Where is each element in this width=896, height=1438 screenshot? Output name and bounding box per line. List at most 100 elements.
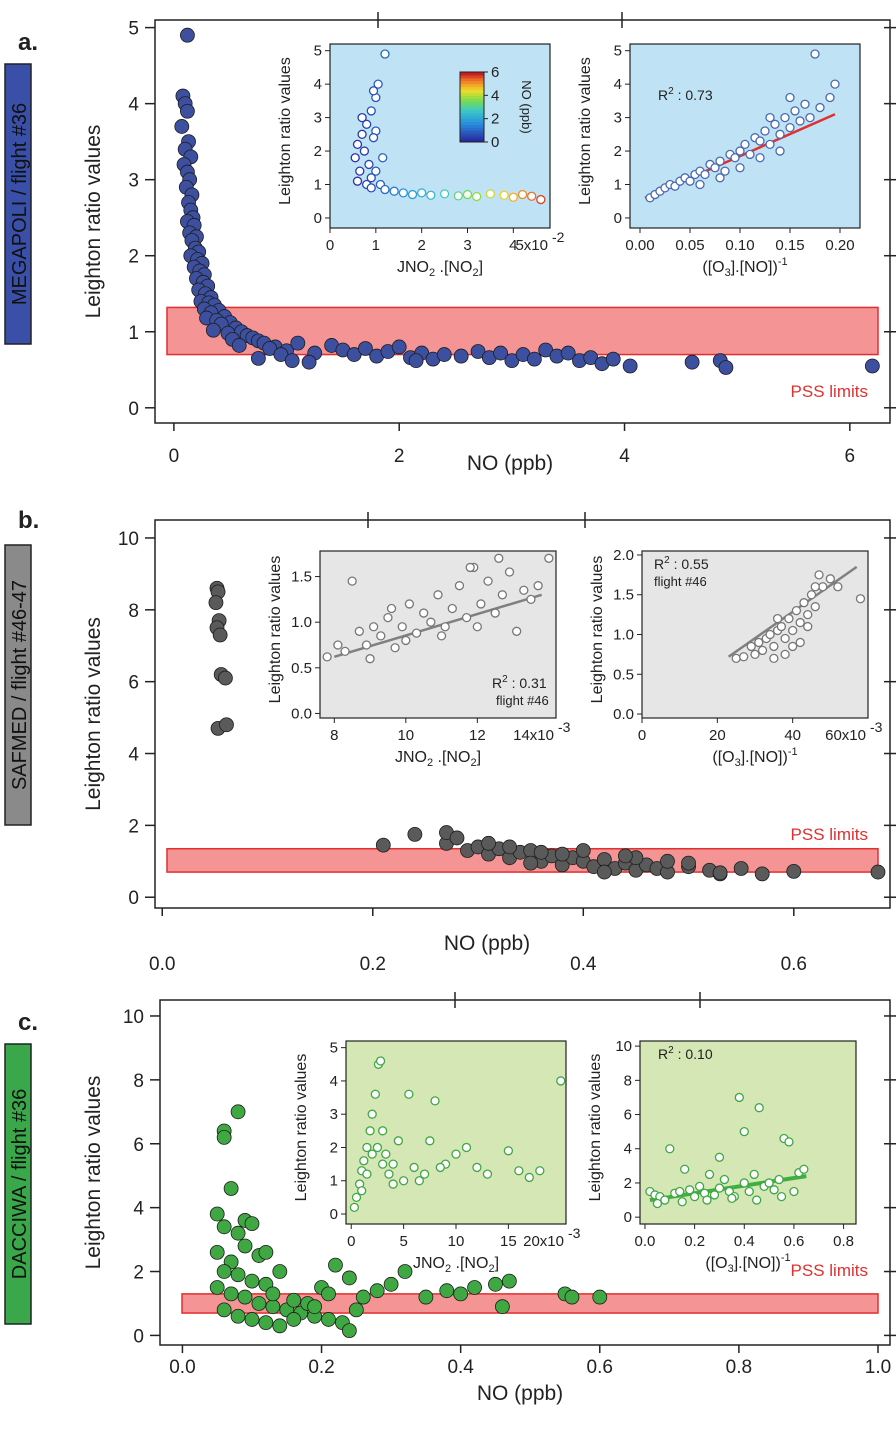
colorbar-segment (460, 112, 484, 117)
inset-x-tick-label: 0.15 (775, 237, 804, 254)
inset-data-point (785, 92, 795, 103)
inset-data-point (780, 633, 790, 644)
inset-data-point (504, 567, 515, 577)
inset-x-axis-label-part: ].[NO]) (734, 1255, 781, 1272)
inset-y-axis-label: Leighton ratio values (277, 57, 294, 205)
inset-y-tick-label: 2 (614, 143, 622, 160)
data-point (564, 1289, 580, 1305)
data-point (286, 1312, 302, 1327)
inset-y-tick-label: 2 (314, 143, 322, 160)
data-point (449, 830, 465, 846)
inset-data-point (755, 153, 765, 163)
inset-x-axis-label-part: .[NO (451, 1255, 488, 1272)
inset-data-point (776, 1191, 787, 1202)
inset-x-tick-label: 0.4 (734, 1233, 755, 1250)
side-label-background (4, 1043, 32, 1325)
inset-data-points (645, 1092, 809, 1209)
inset-data-point (366, 106, 376, 116)
inset-data-point (365, 1126, 375, 1136)
inset-data-point (825, 574, 835, 584)
inset-data-point (352, 176, 363, 186)
y-tick-label: 10 (118, 529, 139, 550)
inset-x-axis-label: JNO2 .[NO2] (395, 749, 481, 769)
inset-y-tick-label: 4 (614, 76, 622, 93)
r2-label: R2 : 0.55 (654, 555, 709, 572)
inset-data-point (472, 1162, 482, 1173)
inset-x-tick-label: 20 (709, 727, 726, 744)
inset-x-tick-label: 1 (372, 237, 380, 254)
inset-data-point (760, 126, 770, 136)
inset-y-tick-label: 0.5 (291, 660, 312, 677)
side-label-background (4, 544, 32, 826)
inset-data-point (350, 153, 360, 163)
data-point (470, 344, 486, 359)
inset-data-point (375, 1056, 386, 1066)
colorbar-segment (460, 121, 484, 125)
inset-data-point (749, 1169, 759, 1180)
inset-data-point (440, 622, 450, 632)
inset-x-tick-label: 4 (509, 237, 517, 254)
inset-x-axis-label-part: 2 (445, 1263, 451, 1275)
data-point (230, 1267, 246, 1283)
inset-1: 0 5 10 15 20x10 -3 0 1 2 3 4 5 Leighton ratio values… (293, 1040, 581, 1275)
r2-symbol: R (492, 675, 502, 691)
inset-data-point (414, 1176, 424, 1186)
inset-data-point (384, 1169, 394, 1179)
inset-data-point (714, 1183, 725, 1193)
inset-data-point (810, 602, 820, 612)
inset-y-tick-label: 3 (330, 1106, 338, 1123)
inset-x-tick-label: 8 (330, 727, 338, 744)
inset-data-points (645, 49, 840, 203)
inset-data-point (490, 608, 500, 618)
colorbar-segment (460, 139, 484, 143)
inset-data-point (734, 1092, 744, 1103)
inset-data-point (727, 1193, 737, 1203)
x-tick-label: 2 (394, 446, 405, 467)
inset-x-tick-label: 0 (326, 237, 334, 254)
inset-data-point (791, 605, 802, 616)
colorbar-segment (460, 86, 484, 90)
inset-data-point (361, 640, 372, 650)
x-tick-label: 6 (845, 446, 856, 467)
inset-y-tick-label: 4 (314, 76, 322, 93)
inset-data-point (544, 553, 554, 563)
data-point (237, 1289, 253, 1305)
side-label: DACCIWA / flight #36 (9, 1089, 31, 1279)
inset-data-point (419, 1169, 430, 1179)
panel-letter: c. (18, 1009, 38, 1036)
inset-data-point (514, 1166, 524, 1176)
data-point (718, 360, 734, 375)
inset-data-point (818, 582, 828, 592)
inset-data-point (351, 1192, 362, 1203)
r2-value: : 0.31 (508, 675, 547, 691)
inset-x-axis-label: JNO2 .[NO2] (413, 1255, 499, 1275)
inset-data-point (354, 626, 364, 636)
x-tick-label: 0.0 (149, 954, 175, 975)
side-label: SAFMED / flight #46-47 (9, 580, 31, 790)
inset-data-point (472, 191, 482, 202)
inset-y-tick-label: 4 (330, 1073, 338, 1090)
data-point (216, 1302, 232, 1318)
inset-x-tick-label: 0.10 (725, 237, 754, 254)
data-point (219, 717, 234, 733)
y-tick-label: 8 (128, 601, 139, 622)
panel-b: b. SAFMED / flight #46-47 0.0 0.2 0.4 0.6 0 2 4 6… (4, 507, 896, 975)
inset-x-tick-label: 0 (347, 1233, 355, 1250)
data-point (348, 1302, 364, 1318)
inset-data-point (381, 1149, 391, 1159)
inset-data-point (389, 186, 399, 196)
data-point (341, 1270, 357, 1286)
inset-y-tick-label: 2 (330, 1139, 338, 1156)
data-point (408, 353, 424, 369)
data-point (321, 1312, 336, 1327)
inset-y-axis-label: Leighton ratio values (293, 1054, 310, 1202)
inset-data-point (419, 608, 429, 618)
inset-x-tick-label: 15 (500, 1233, 517, 1250)
colorbar-segment (460, 109, 484, 114)
data-point (622, 358, 638, 374)
y-tick-label: 2 (128, 247, 139, 268)
inset-data-point (752, 1195, 762, 1205)
inset-data-point (784, 1137, 794, 1147)
inset-data-point (750, 649, 760, 660)
inset-x-axis-label-part: ([O (712, 749, 734, 766)
